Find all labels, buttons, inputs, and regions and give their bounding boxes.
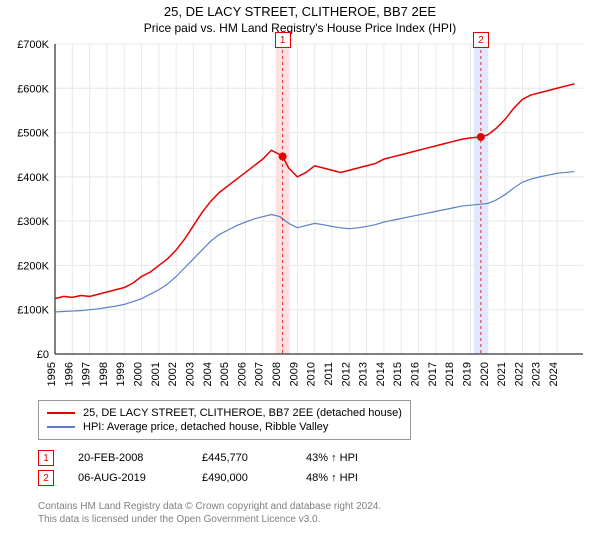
svg-text:2018: 2018 xyxy=(444,362,456,386)
svg-text:1996: 1996 xyxy=(63,362,75,386)
svg-text:£0: £0 xyxy=(37,349,49,361)
price-chart: £0 £100K £200K £300K £400K £500K £600K £700K 199… xyxy=(0,0,593,404)
svg-text:2021: 2021 xyxy=(496,362,508,386)
svg-text:£500K: £500K xyxy=(17,128,49,140)
svg-text:2009: 2009 xyxy=(288,362,300,386)
svg-text:2019: 2019 xyxy=(461,362,473,386)
svg-text:2005: 2005 xyxy=(219,362,231,386)
svg-text:2022: 2022 xyxy=(513,362,525,386)
svg-text:2011: 2011 xyxy=(323,362,335,386)
sale-price: £445,770 xyxy=(202,452,282,464)
footer-line: This data is licensed under the Open Gov… xyxy=(38,513,381,526)
sale-marker-1: 1 xyxy=(275,32,291,48)
sale-price: £490,000 xyxy=(202,472,282,484)
svg-text:2012: 2012 xyxy=(340,362,352,386)
svg-text:2004: 2004 xyxy=(202,362,214,386)
svg-text:£100K: £100K xyxy=(17,305,49,317)
sale-row: 1 20-FEB-2008 £445,770 43% ↑ HPI xyxy=(38,450,358,466)
svg-text:2003: 2003 xyxy=(184,362,196,386)
svg-text:2006: 2006 xyxy=(236,362,248,386)
svg-text:2015: 2015 xyxy=(392,362,404,386)
svg-text:£700K: £700K xyxy=(17,39,49,51)
svg-text:2001: 2001 xyxy=(150,362,162,386)
svg-text:2002: 2002 xyxy=(167,362,179,386)
sale-row: 2 06-AUG-2019 £490,000 48% ↑ HPI xyxy=(38,470,358,486)
footer-line: Contains HM Land Registry data © Crown c… xyxy=(38,500,381,513)
svg-text:2007: 2007 xyxy=(254,362,266,386)
svg-text:£600K: £600K xyxy=(17,83,49,95)
sale-marker-2: 2 xyxy=(473,32,489,48)
svg-text:2000: 2000 xyxy=(133,362,145,386)
svg-text:1995: 1995 xyxy=(46,362,58,386)
svg-text:2016: 2016 xyxy=(410,362,422,386)
svg-text:2014: 2014 xyxy=(375,362,387,386)
sale-delta: 43% ↑ HPI xyxy=(306,452,358,464)
sale-date: 20-FEB-2008 xyxy=(78,452,178,464)
legend: 25, DE LACY STREET, CLITHEROE, BB7 2EE (… xyxy=(38,400,411,440)
legend-item: 25, DE LACY STREET, CLITHEROE, BB7 2EE (… xyxy=(47,407,402,419)
svg-text:2017: 2017 xyxy=(427,362,439,386)
svg-text:1999: 1999 xyxy=(115,362,127,386)
svg-text:2023: 2023 xyxy=(531,362,543,386)
svg-text:2008: 2008 xyxy=(271,362,283,386)
legend-swatch xyxy=(47,426,75,428)
svg-text:2013: 2013 xyxy=(358,362,370,386)
svg-text:2010: 2010 xyxy=(306,362,318,386)
sale-date: 06-AUG-2019 xyxy=(78,472,178,484)
footer-attribution: Contains HM Land Registry data © Crown c… xyxy=(38,500,381,526)
svg-text:£300K: £300K xyxy=(17,216,49,228)
sale-delta: 48% ↑ HPI xyxy=(306,472,358,484)
legend-swatch xyxy=(47,412,75,414)
svg-text:1998: 1998 xyxy=(98,362,110,386)
legend-label: HPI: Average price, detached house, Ribb… xyxy=(83,421,328,433)
svg-text:£200K: £200K xyxy=(17,260,49,272)
svg-text:2024: 2024 xyxy=(548,362,560,386)
sale-row-marker: 2 xyxy=(38,470,54,486)
sales-table: 1 20-FEB-2008 £445,770 43% ↑ HPI 2 06-AUG-201… xyxy=(38,446,358,490)
svg-text:1997: 1997 xyxy=(81,362,93,386)
sale-row-marker: 1 xyxy=(38,450,54,466)
legend-label: 25, DE LACY STREET, CLITHEROE, BB7 2EE (… xyxy=(83,407,402,419)
svg-text:£400K: £400K xyxy=(17,172,49,184)
legend-item: HPI: Average price, detached house, Ribb… xyxy=(47,421,402,433)
svg-text:2020: 2020 xyxy=(479,362,491,386)
